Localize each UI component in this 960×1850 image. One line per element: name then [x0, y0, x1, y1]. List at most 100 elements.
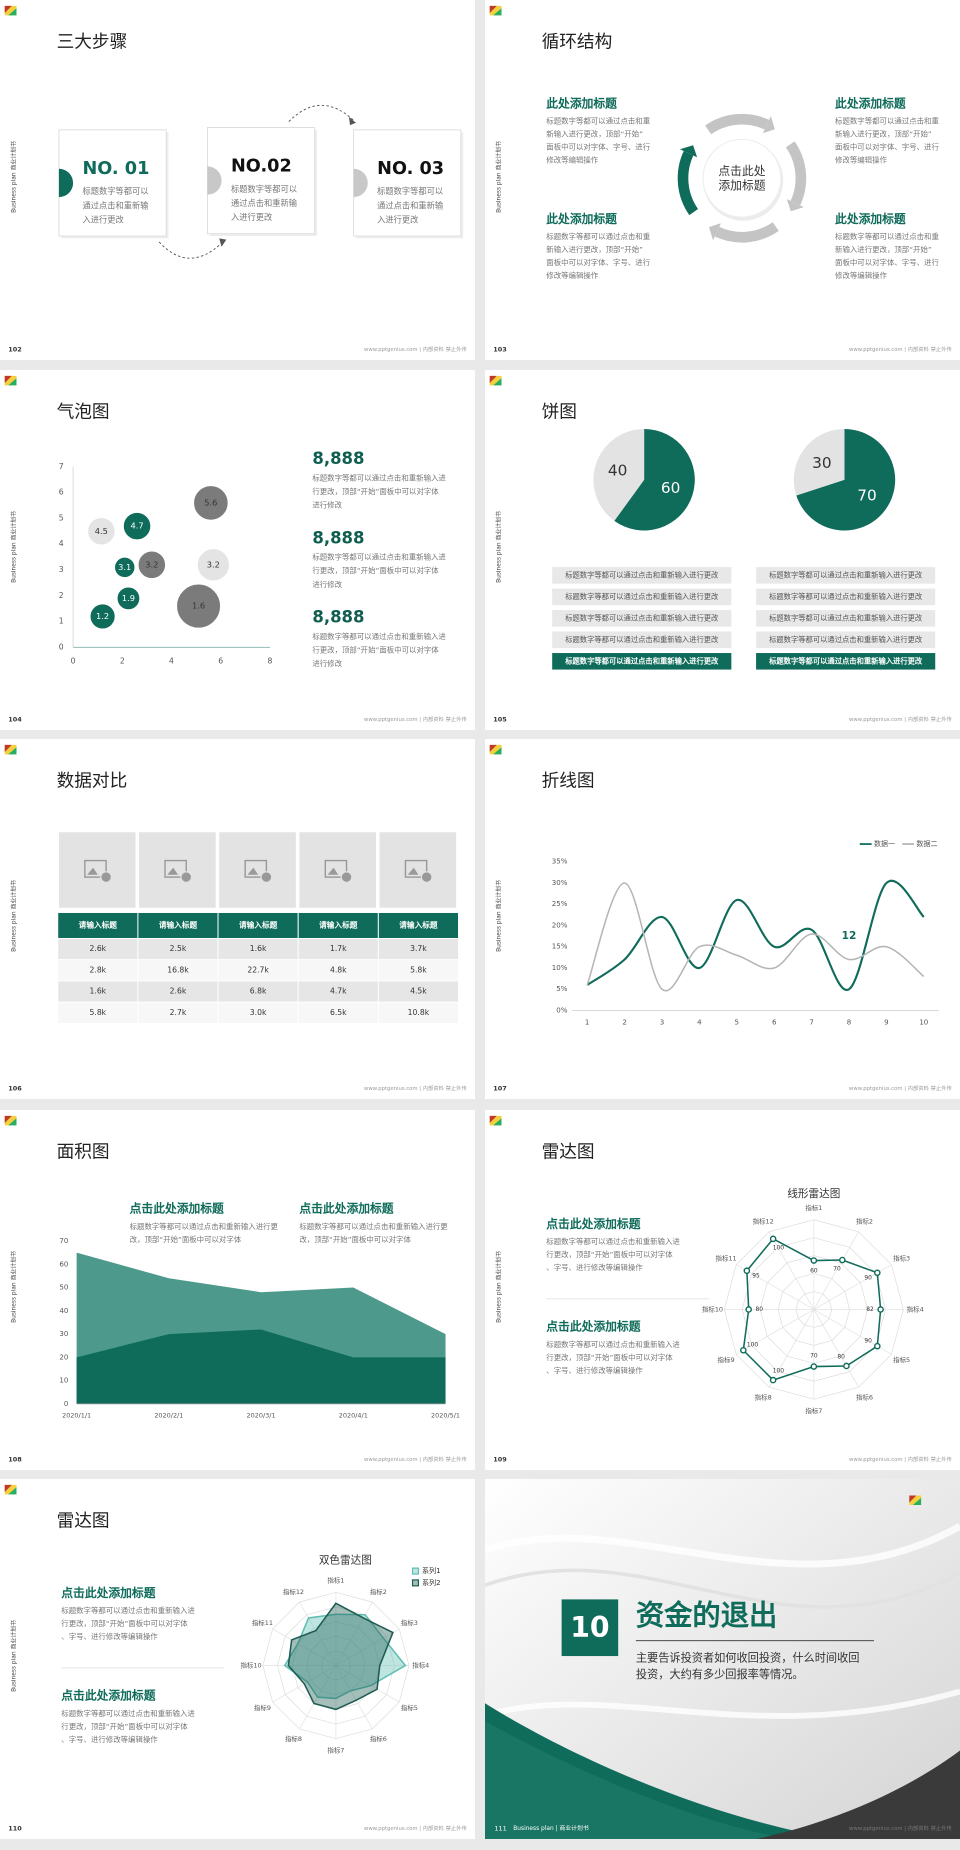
- radar-point: [740, 1346, 747, 1354]
- cell-text: 5.8k: [90, 1008, 107, 1017]
- data-label: 70: [810, 1353, 818, 1359]
- image-icon: [87, 867, 98, 875]
- bubble-label: 1.2: [96, 611, 109, 621]
- site-footer: www.pptgenius.com | 内部资料 禁止外传: [364, 1084, 467, 1092]
- logo: [489, 1115, 497, 1123]
- chapter-number: 10: [570, 1611, 609, 1644]
- radar-axis-label: 指标12: [753, 1217, 774, 1226]
- step-tab: [58, 168, 74, 198]
- radar-axis-label: 指标5: [401, 1703, 418, 1712]
- note-text: 标题数字等都可以通过点击和重新输入进行更改: [769, 613, 923, 622]
- header-cell: [217, 912, 299, 939]
- bubble: [115, 585, 142, 612]
- radar-axis-label: 指标12: [283, 1587, 304, 1596]
- text-line: 标题数字等都可以通过点击和重新输入进行更: [130, 1221, 279, 1231]
- text-line: 标题数字等都可以通过点击和重新输入进: [312, 473, 446, 483]
- radar-axis-label: 指标8: [285, 1734, 302, 1743]
- x-tick-label: 2020/3/1: [247, 1412, 276, 1420]
- note-bar: [552, 631, 732, 649]
- slide-number: 105: [493, 715, 507, 723]
- y-tick-label: 20: [59, 1352, 68, 1361]
- data-label: 100: [773, 1368, 784, 1374]
- logo: [4, 1115, 17, 1126]
- cell-text: 16.8k: [167, 965, 189, 974]
- wave: [485, 1688, 960, 1719]
- header-cell: [297, 912, 379, 939]
- slide: 循环结构 103 Business plan 商业计划书 www.pptgenius.…: [485, 0, 960, 360]
- legend-label: 系列2: [422, 1578, 441, 1587]
- note-bar: [552, 567, 732, 584]
- text-line: 标题数字等都可以通过点击和重新输入进: [61, 1708, 195, 1718]
- slide-number: 104: [8, 715, 22, 723]
- logo: [4, 1115, 12, 1123]
- text-line: 添加标题: [718, 178, 765, 192]
- text-line: 新输入进行更改，顶部“开始”: [835, 244, 932, 254]
- slide-title: 饼图: [542, 401, 577, 422]
- logo: [489, 1115, 502, 1126]
- text-line: 标题数字等都可以通过点击和重: [546, 116, 650, 126]
- bubble: [192, 484, 230, 522]
- image-icon: [404, 859, 428, 878]
- side-label: Business plan 商业计划书: [10, 511, 18, 583]
- logo: [912, 1497, 922, 1505]
- side-label: Business plan 商业计划书: [10, 880, 18, 952]
- logo: [493, 747, 502, 755]
- side-label: Business plan 商业计划书: [495, 511, 503, 583]
- arrow-head: [348, 116, 356, 126]
- step-text: 标题数字等都可以通过点击和重新输入进行更改: [83, 186, 150, 224]
- cell-text: 6.5k: [330, 1008, 347, 1017]
- text-line: 行更改，顶部“开始”面板中可以对字体: [312, 486, 439, 496]
- stat-text: 标题数字等都可以通过点击和重新输入进行更改，顶部“开始”面板中可以对字体进行修改: [312, 473, 446, 510]
- radar-series: [283, 1613, 407, 1700]
- block-heading: 此处添加标题: [546, 96, 617, 110]
- x-tick-label: 3: [660, 1017, 664, 1026]
- image-icon: [260, 871, 273, 883]
- slide-title: 循环结构: [542, 31, 613, 52]
- radar-axis-label: 指标6: [856, 1392, 873, 1401]
- logo: [489, 744, 502, 755]
- header-text: 请输入标题: [239, 919, 278, 929]
- swoosh-light: [485, 1720, 792, 1839]
- y-tick-label: 7: [59, 462, 64, 471]
- block-text: 标题数字等都可以通过点击和重新输入进行更改，顶部“开始”面板中可以对字体、字号、…: [546, 1236, 680, 1272]
- y-tick-label: 60: [59, 1259, 68, 1268]
- logo: [489, 744, 497, 752]
- x-tick-label: 2020/1/1: [62, 1412, 91, 1420]
- cell-text: 4.8k: [330, 965, 347, 974]
- logo: [4, 5, 17, 16]
- y-tick-label: 30%: [552, 878, 568, 887]
- text-line: 新输入进行更改，顶部“开始”: [546, 244, 643, 254]
- stat-value: 8,888: [312, 607, 364, 626]
- bubble-label: 5.6: [204, 497, 217, 507]
- block-text: 标题数字等都可以通过点击和重新输入进行更改，顶部“开始”面板中可以对字体、字号、…: [61, 1605, 195, 1641]
- x-tick-label: 8: [267, 657, 272, 666]
- radar-spoke: [272, 1628, 337, 1666]
- text-line: 标题数字等都可以通过点击和重新输入进: [61, 1605, 195, 1615]
- y-tick-label: 5: [59, 513, 64, 522]
- block-heading: 点击此处添加标题: [61, 1586, 155, 1600]
- text-line: 改，顶部“开始”面板中可以对字体: [130, 1234, 242, 1244]
- x-tick-label: 2020/2/1: [154, 1412, 183, 1420]
- bubble-label: 3.2: [207, 559, 220, 569]
- cell-text: 5.8k: [410, 965, 427, 974]
- chapter-title: 资金的退出: [636, 1599, 777, 1632]
- site-footer: www.pptgenius.com | 内部资料 禁止外传: [364, 1455, 467, 1463]
- bubble: [113, 555, 137, 579]
- side-label: Business plan 商业计划书: [10, 141, 18, 213]
- slide-number: 103: [493, 345, 507, 353]
- data-label: 80: [837, 1354, 845, 1360]
- cell-text: 6.8k: [250, 987, 267, 996]
- logo: [8, 8, 17, 16]
- text-line: 标题数字等都可以通过点击和重新输入进: [312, 552, 446, 562]
- legend-label: 数据一: [874, 839, 895, 848]
- legend-label: 系列1: [422, 1566, 441, 1575]
- radar-point: [874, 1269, 881, 1277]
- radar-axis-label: 指标2: [856, 1217, 873, 1226]
- text-line: 标题数字等都可以通过点击和重新输入进: [546, 1236, 680, 1246]
- cycle-arc: [677, 151, 699, 216]
- cell-text: 2.6k: [170, 987, 187, 996]
- text-line: 行更改，顶部“开始”面板中可以对字体: [546, 1249, 673, 1259]
- y-tick-label: 0%: [556, 1005, 567, 1014]
- stat-text: 标题数字等都可以通过点击和重新输入进行更改，顶部“开始”面板中可以对字体进行修改: [312, 631, 446, 668]
